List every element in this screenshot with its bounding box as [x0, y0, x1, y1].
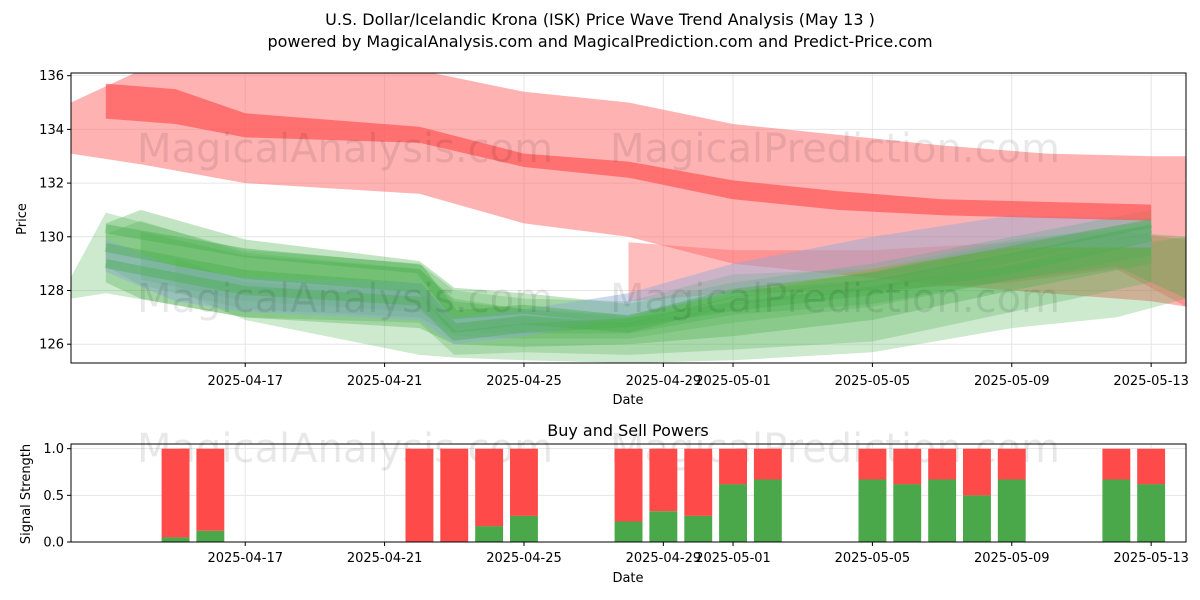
- sell-power-bar: [963, 448, 991, 496]
- price-y-tick-label: 128: [39, 284, 64, 299]
- power-y-tick-label: 0.0: [43, 536, 64, 551]
- buy-power-bar: [893, 484, 922, 542]
- price-x-tick-label: 2025-05-13: [1113, 374, 1189, 389]
- sell-power-bar: [649, 448, 678, 512]
- red-lower-band: [628, 231, 1186, 307]
- price-x-tick-label: 2025-05-09: [974, 374, 1050, 389]
- buy-power-bar: [719, 484, 747, 542]
- buy-power-bar: [684, 515, 713, 542]
- price-x-tick-label: 2025-04-17: [207, 374, 283, 389]
- price-chart: MagicalAnalysis.com MagicalPrediction.co…: [15, 69, 1189, 408]
- sell-power-bar: [1137, 448, 1166, 485]
- power-chart-title: Buy and Sell Powers: [547, 421, 709, 440]
- price-y-label: Price: [15, 203, 30, 235]
- sell-power-bar: [161, 448, 190, 538]
- sell-power-bar: [719, 448, 747, 485]
- sell-power-bar: [893, 448, 922, 485]
- power-plot-frame: [70, 443, 1187, 543]
- power-y-tick-label: 0.5: [43, 489, 64, 504]
- price-y-tick-label: 134: [39, 123, 64, 138]
- green-signal-line: [104, 232, 1153, 341]
- buy-power-bar: [963, 495, 991, 542]
- green-band: [105, 220, 1152, 339]
- sell-power-bar: [440, 448, 469, 542]
- sell-power-bar: [196, 448, 225, 531]
- price-y-tick-label: 132: [39, 177, 64, 192]
- price-x-tick-label: 2025-04-29: [626, 374, 702, 389]
- chart-subtitle: powered by MagicalAnalysis.com and Magic…: [267, 32, 932, 51]
- sell-power-bar: [928, 448, 957, 480]
- price-y-tick-label: 136: [39, 69, 64, 84]
- power-x-tick-label: 2025-05-05: [835, 551, 911, 566]
- buy-power-bar: [1137, 484, 1166, 542]
- buy-power-bar: [475, 526, 504, 542]
- sell-power-bar: [475, 448, 504, 527]
- sell-power-bar: [684, 448, 713, 516]
- power-x-tick-label: 2025-04-21: [347, 551, 423, 566]
- power-x-tick-label: 2025-04-17: [207, 551, 283, 566]
- power-x-tick-label: 2025-05-01: [695, 551, 771, 566]
- buy-power-bar: [858, 479, 887, 542]
- sell-power-bar: [997, 448, 1026, 480]
- buy-power-bar: [928, 479, 957, 542]
- power-y-tick-label: 1.0: [43, 442, 64, 457]
- watermark-analysis: MagicalAnalysis.com: [137, 126, 553, 172]
- green-band: [140, 231, 1186, 334]
- price-y-tick-label: 130: [39, 230, 64, 245]
- buy-power-bar: [649, 511, 678, 542]
- sell-power-bar: [510, 448, 538, 516]
- watermark-prediction-2: MagicalPrediction.com: [610, 276, 1060, 322]
- power-axes: 2025-04-17 2025-04-21 2025-04-25 2025-04-29…: [43, 442, 1189, 566]
- power-x-tick-label: 2025-04-29: [626, 551, 702, 566]
- price-x-tick-label: 2025-04-21: [347, 374, 423, 389]
- price-bands: [71, 73, 1186, 363]
- blue-band: [105, 215, 1152, 345]
- sell-power-bar: [858, 448, 887, 480]
- price-plot-frame: [70, 72, 1187, 364]
- power-x-label: Date: [612, 571, 643, 586]
- power-watermark-prediction: MagicalPrediction.com: [610, 426, 1060, 472]
- green-band: [175, 236, 1186, 363]
- price-x-tick-label: 2025-05-01: [695, 374, 771, 389]
- green-signal-line: [105, 218, 1153, 325]
- buy-power-bar: [161, 537, 190, 542]
- buy-power-bar: [196, 530, 225, 542]
- price-x-tick-label: 2025-04-25: [486, 374, 562, 389]
- power-x-tick-label: 2025-05-13: [1113, 551, 1189, 566]
- green-signal-line: [104, 224, 1153, 333]
- buy-power-bar: [997, 479, 1026, 542]
- price-x-tick-label: 2025-05-05: [835, 374, 911, 389]
- green-band: [105, 209, 1152, 347]
- power-y-label: Signal Strength: [19, 444, 34, 544]
- buy-power-bar: [510, 515, 538, 542]
- buy-power-bar: [1102, 479, 1131, 542]
- sell-power-bar: [753, 448, 782, 480]
- power-x-tick-label: 2025-05-09: [974, 551, 1050, 566]
- power-x-tick-label: 2025-04-25: [486, 551, 562, 566]
- price-watermarks: MagicalAnalysis.com MagicalPrediction.co…: [137, 126, 1060, 322]
- sell-power-bar: [614, 448, 643, 522]
- green-band: [71, 212, 1152, 355]
- red-inner-band: [105, 83, 1152, 221]
- price-y-tick-label: 126: [39, 338, 64, 353]
- price-axes: 2025-04-17 2025-04-21 2025-04-25 2025-04-29…: [39, 69, 1189, 389]
- watermark-prediction: MagicalPrediction.com: [610, 126, 1060, 172]
- sell-power-bar: [405, 448, 434, 542]
- buy-power-bar: [753, 479, 782, 542]
- buy-power-bar: [614, 521, 643, 542]
- power-bars: [161, 448, 1166, 542]
- price-x-label: Date: [612, 393, 643, 408]
- chart-title: U.S. Dollar/Icelandic Krona (ISK) Price …: [325, 10, 875, 29]
- watermark-analysis-2: MagicalAnalysis.com: [137, 276, 553, 322]
- sell-power-bar: [1102, 448, 1131, 480]
- power-chart: Buy and Sell Powers MagicalAnalysis.com …: [19, 421, 1189, 586]
